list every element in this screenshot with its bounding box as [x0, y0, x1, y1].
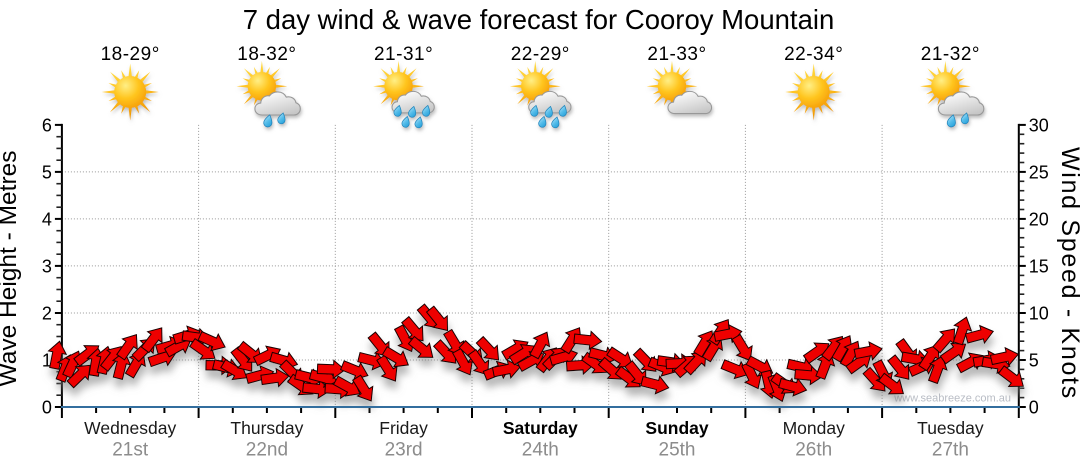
svg-text:21-31°: 21-31° [374, 44, 433, 65]
svg-text:22-29°: 22-29° [511, 44, 570, 65]
svg-text:22nd: 22nd [246, 440, 288, 461]
svg-text:0: 0 [1029, 398, 1039, 418]
svg-text:0: 0 [42, 398, 52, 418]
svg-text:1: 1 [42, 351, 52, 371]
svg-text:24th: 24th [522, 440, 559, 461]
svg-text:18-32°: 18-32° [237, 44, 296, 65]
svg-text:Saturday: Saturday [503, 418, 578, 438]
svg-text:15: 15 [1029, 257, 1049, 277]
svg-text:www.seabreeze.com.au: www.seabreeze.com.au [893, 393, 1011, 405]
svg-text:21-32°: 21-32° [921, 44, 980, 65]
svg-text:Wave Height - Metres: Wave Height - Metres [0, 151, 22, 387]
svg-text:Sunday: Sunday [645, 418, 708, 438]
svg-text:Monday: Monday [783, 418, 846, 438]
svg-text:10: 10 [1029, 304, 1049, 324]
svg-text:7 day wind & wave forecast for: 7 day wind & wave forecast for Cooroy Mo… [243, 4, 835, 35]
svg-text:Wednesday: Wednesday [84, 418, 176, 438]
svg-text:5: 5 [1029, 351, 1039, 371]
svg-text:Thursday: Thursday [230, 418, 303, 438]
svg-text:30: 30 [1029, 116, 1049, 136]
svg-text:Tuesday: Tuesday [917, 418, 984, 438]
svg-text:25th: 25th [659, 440, 696, 461]
svg-text:21-33°: 21-33° [647, 44, 706, 65]
svg-text:3: 3 [42, 257, 52, 277]
svg-text:6: 6 [42, 116, 52, 136]
svg-text:21st: 21st [112, 440, 149, 461]
svg-text:26th: 26th [795, 440, 832, 461]
svg-text:18-29°: 18-29° [101, 44, 160, 65]
svg-text:2: 2 [42, 304, 52, 324]
svg-text:Wind Speed - Knots: Wind Speed - Knots [1056, 147, 1080, 400]
svg-text:23rd: 23rd [385, 440, 423, 461]
svg-text:25: 25 [1029, 163, 1049, 183]
svg-text:20: 20 [1029, 210, 1049, 230]
svg-text:27th: 27th [932, 440, 969, 461]
svg-text:Friday: Friday [379, 418, 428, 438]
svg-text:5: 5 [42, 163, 52, 183]
svg-text:22-34°: 22-34° [784, 44, 843, 65]
svg-text:4: 4 [42, 210, 52, 230]
